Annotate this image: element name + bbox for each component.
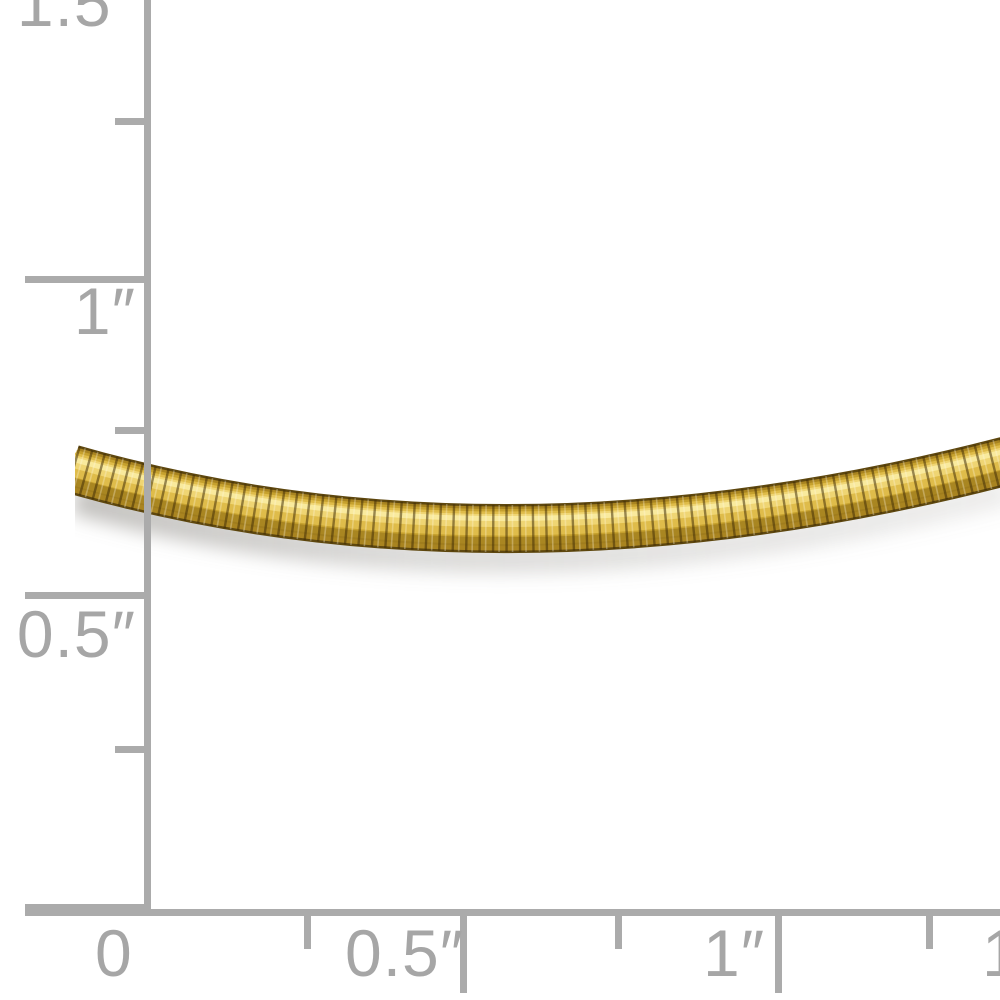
chain-shadow — [75, 477, 1000, 574]
ruler-label-v-1-5in: 1.5″ — [16, 0, 136, 40]
ruler-label-v-1in: 1″ — [73, 274, 136, 348]
chain-link-lines — [75, 438, 1000, 553]
ruler-h-minor-tick-0-75in — [615, 916, 622, 949]
ruler-label-h-0-5in: 0.5″ — [345, 916, 465, 990]
ruler-v-major-tick-0in — [25, 904, 151, 911]
ruler-v-major-tick-1in — [25, 276, 151, 283]
ruler-vertical-line — [144, 0, 151, 916]
ruler-h-major-tick-1in — [775, 916, 782, 993]
ruler-h-major-tick-0-5in — [460, 916, 467, 993]
ruler-label-h-0in: 0 — [95, 916, 133, 990]
gold-omega-chain — [75, 437, 1000, 554]
ruler-h-minor-tick-1-25in — [926, 916, 933, 949]
ruler-h-minor-tick-0-25in — [304, 916, 311, 949]
ruler-v-minor-tick-1-25in — [115, 118, 151, 125]
ruler-label-h-1in: 1″ — [703, 916, 766, 990]
ruler-label-v-0-5in: 0.5″ — [16, 597, 136, 671]
ruler-v-major-tick-0-5in — [25, 592, 151, 599]
ruler-horizontal-line — [25, 909, 1000, 916]
ruler-label-h-1-5in: 1.5″ — [982, 920, 1000, 986]
ruler-v-minor-tick-0-75in — [115, 427, 151, 434]
ruler-v-minor-tick-0-25in — [115, 746, 151, 753]
